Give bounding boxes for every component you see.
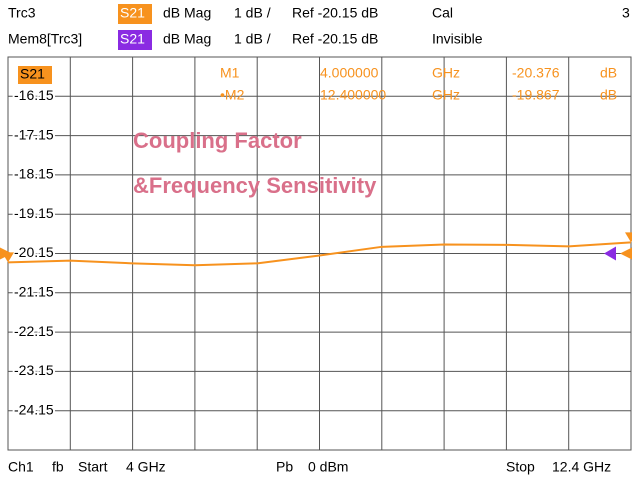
y-tick-label: -16.15	[14, 87, 54, 103]
footer-fb: fb	[52, 459, 64, 475]
cal: Cal	[432, 5, 453, 21]
mem-badge	[118, 30, 152, 50]
marker-x-unit: GHz	[432, 87, 460, 103]
ref-indicator	[620, 247, 632, 260]
marker	[625, 232, 632, 243]
marker-x: 4.000000	[320, 65, 379, 81]
y-tick-label: -17.15	[14, 126, 54, 142]
format: dB Mag	[163, 5, 211, 21]
scale: 1 dB /	[234, 31, 271, 47]
marker-value: -20.376	[512, 65, 560, 81]
y-tick-label: -19.15	[14, 205, 54, 221]
marker-name: •M2	[220, 87, 245, 103]
mem-param: S21	[120, 31, 145, 47]
plot: -16.15 -17.15 -18.15 -19.15 -20.15 -21.15 -22.…	[0, 56, 632, 451]
visibility: Invisible	[432, 31, 483, 47]
y-tick-label: -24.15	[14, 401, 54, 417]
marker-unit: dB	[600, 87, 617, 103]
trace-name: Trc3	[8, 5, 36, 21]
marker-value: -19.867	[512, 87, 560, 103]
trace-label: S21	[20, 66, 45, 82]
footer-stop: Stop	[506, 459, 535, 475]
scale: 1 dB /	[234, 5, 271, 21]
y-tick-label: -20.15	[14, 244, 54, 260]
annotation: Coupling Factor	[133, 128, 302, 153]
ref: Ref -20.15 dB	[292, 31, 378, 47]
y-tick-label: -22.15	[14, 323, 54, 339]
footer-start-value: 4 GHz	[126, 459, 166, 475]
y-tick-label: -21.15	[14, 284, 54, 300]
marker-name: M1	[220, 65, 240, 81]
marker-x: 12.400000	[320, 87, 386, 103]
marker-x-unit: GHz	[432, 65, 460, 81]
y-tick-label: -18.15	[14, 166, 54, 182]
trace	[7, 241, 632, 267]
y-tick-label: -23.15	[14, 362, 54, 378]
annotation: &Frequency Sensitivity	[133, 173, 377, 198]
marker	[2, 252, 14, 263]
channel-count: 3	[622, 5, 630, 21]
format: dB Mag	[163, 31, 211, 47]
marker-unit: dB	[600, 65, 617, 81]
trace-param: S21	[120, 5, 145, 21]
trace-label-box	[18, 66, 52, 84]
footer-stop-value: 12.4 GHz	[552, 459, 611, 475]
footer-power-value: 0 dBm	[308, 459, 348, 475]
trace-badge	[118, 4, 152, 24]
footer-start: Start	[78, 459, 108, 475]
footer-channel: Ch1	[8, 459, 34, 475]
footer-power: Pb	[276, 459, 293, 475]
ref: Ref -20.15 dB	[292, 5, 378, 21]
mem-name: Mem8[Trc3]	[8, 31, 82, 47]
mem-ref-indicator	[604, 246, 616, 261]
